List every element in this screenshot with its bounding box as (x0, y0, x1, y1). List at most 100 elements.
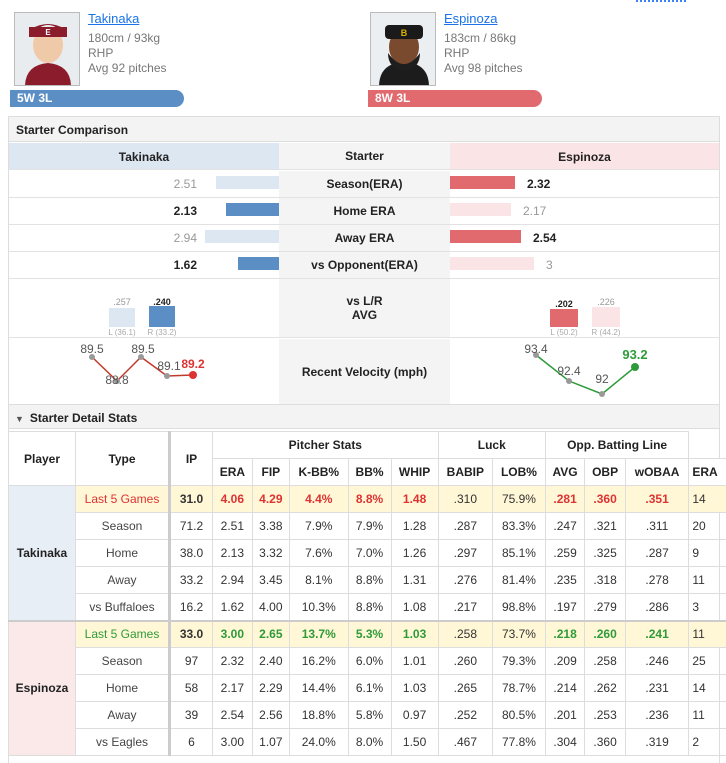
player-hand-left: RHP (88, 46, 114, 60)
stat-cell: 2.29 (251, 674, 291, 702)
stat-cell: 5.3% (347, 619, 392, 648)
stat-cell: 13.7% (289, 619, 349, 648)
row-type: vs Eagles (75, 728, 170, 756)
col-era: ERA (212, 458, 253, 486)
comparison-left-cell: 2.51 (9, 171, 279, 197)
lr-left-r-value: .240 (153, 297, 171, 307)
comparison-left-value: 2.51 (173, 177, 197, 191)
stat-cell: .258 (584, 647, 626, 675)
player-cell: Takinaka (8, 485, 76, 621)
table-row: Home 58 2.17 2.29 14.4% 6.1% 1.03.265 78.7% .214… (9, 674, 726, 702)
velo-left-label-3: 89.5 (131, 342, 155, 356)
stat-cell: .231 (624, 674, 690, 702)
velocity-label: Recent Velocity (mph) (279, 339, 450, 404)
stat-cell: 31.0 (168, 485, 213, 513)
velocity-chart-right: 93.4 92.4 92 93.2 (524, 342, 648, 397)
row-type: Home (75, 539, 170, 567)
stat-cell: 80.5% (492, 701, 546, 729)
velo-left-label-4: 89.1 (157, 359, 181, 373)
velo-right-point-4 (631, 363, 639, 371)
stat-cell: 1.62 (212, 593, 253, 621)
stat-cell: 11 (688, 701, 726, 729)
stat-cell: 1.31 (390, 566, 439, 594)
stat-cell: 1.07 (251, 728, 291, 756)
stat-cell: 8.8% (347, 566, 392, 594)
stat-cell: .279 (584, 593, 626, 621)
stat-cell: .259 (544, 539, 586, 567)
stat-cell: 10.3% (289, 593, 349, 621)
col-ip: IP (168, 431, 213, 486)
stat-cell: 16.2 (168, 593, 213, 621)
stat-cell: .287 (437, 512, 494, 540)
stat-cell: .260 (437, 647, 494, 675)
row-type: Home (75, 674, 170, 702)
row-type: Away (75, 566, 170, 594)
row-type: Away (75, 701, 170, 729)
velo-right-label-1: 93.4 (524, 342, 548, 356)
header-right: Espinoza (450, 143, 719, 169)
comparison-left-bar (216, 176, 279, 189)
comparison-row: 2.94 Away ERA 2.54 (9, 225, 719, 252)
stat-cell: .217 (437, 593, 494, 621)
row-type: vs Buffaloes (75, 593, 170, 621)
stat-cell: 1.48 (390, 485, 439, 513)
stat-cell: .351 (624, 485, 690, 513)
stat-cell: .310 (437, 485, 494, 513)
stat-cell: 3 (688, 593, 726, 621)
stat-cell: 3.00 (212, 728, 253, 756)
stat-cell: 78.7% (492, 674, 546, 702)
velo-right-label-3: 92 (595, 372, 609, 386)
top-link[interactable] (636, 0, 686, 2)
comparison-left-value: 1.62 (173, 258, 197, 272)
lr-right-l-value: .202 (555, 299, 573, 309)
comparison-left-value: 2.94 (173, 231, 197, 245)
lr-label: vs L/R AVG (279, 279, 450, 337)
table-row: Season 97 2.32 2.40 16.2% 6.0% 1.01.260 79.3% .2… (9, 647, 726, 675)
velocity-right: 93.4 92.4 92 93.2 (450, 339, 719, 404)
stat-cell: 33.0 (168, 619, 213, 648)
player-photo-left: E (14, 12, 80, 86)
col-group-luck: Luck (437, 431, 546, 459)
player-name-right[interactable]: Espinoza (444, 11, 498, 26)
stat-cell: .304 (544, 728, 586, 756)
comparison-left-bar (205, 230, 279, 243)
stat-cell: 33.2 (168, 566, 213, 594)
player-card-right: B Espinoza 183cm / 86kg RHP Avg 98 pitch… (368, 10, 550, 110)
table-row: Away 33.2 2.94 3.45 8.1% 8.8% 1.31.276 81.4% .23… (9, 566, 726, 594)
player-avg-left: Avg 92 pitches (88, 61, 167, 75)
stat-cell: .318 (584, 566, 626, 594)
stat-cell: 2.51 (212, 512, 253, 540)
player-hand-right: RHP (444, 46, 470, 60)
stat-cell: 4.06 (212, 485, 253, 513)
velocity-chart-left: 89.5 88.8 89.5 89.1 89.2 (80, 342, 205, 387)
col-wobaa: wOBAA (624, 458, 690, 486)
player-name-left[interactable]: Takinaka (88, 11, 140, 26)
stat-cell: 8.0% (347, 728, 392, 756)
stat-cell: 6.0% (347, 647, 392, 675)
stat-cell: .325 (584, 539, 626, 567)
section-title-comparison: Starter Comparison (9, 117, 719, 142)
comparison-left-cell: 2.94 (9, 225, 279, 251)
section-title-detail[interactable]: ▼ Starter Detail Stats (9, 404, 719, 429)
stat-cell: 85.1% (492, 539, 546, 567)
lr-left-l-value: .257 (113, 297, 131, 307)
lr-right-r-bar (592, 307, 620, 327)
stat-cell: 18.8% (289, 701, 349, 729)
velocity-left: 89.5 88.8 89.5 89.1 89.2 (9, 339, 279, 404)
detail-title-text: Starter Detail Stats (29, 411, 138, 425)
lr-row: .257 L (36.1) .240 R (33.2) vs L/R AVG .… (9, 279, 719, 338)
velo-left-point-4 (164, 373, 170, 379)
stat-cell: .197 (544, 593, 586, 621)
player-avg-right: Avg 98 pitches (444, 61, 523, 75)
lr-right: .202 L (50.2) .226 R (44.2) (450, 279, 719, 337)
col-kbb: K-BB% (289, 458, 349, 486)
comparison-right-cell: 3 (450, 252, 719, 278)
stat-cell: 3.38 (251, 512, 291, 540)
velo-left-point-2 (114, 378, 120, 384)
stat-cell: 4.29 (251, 485, 291, 513)
stat-cell: 2.94 (212, 566, 253, 594)
stat-cell: 14 (688, 485, 726, 513)
stat-cell: .286 (624, 593, 690, 621)
collapse-triangle-icon[interactable]: ▼ (15, 414, 24, 424)
col-avg: AVG (544, 458, 586, 486)
